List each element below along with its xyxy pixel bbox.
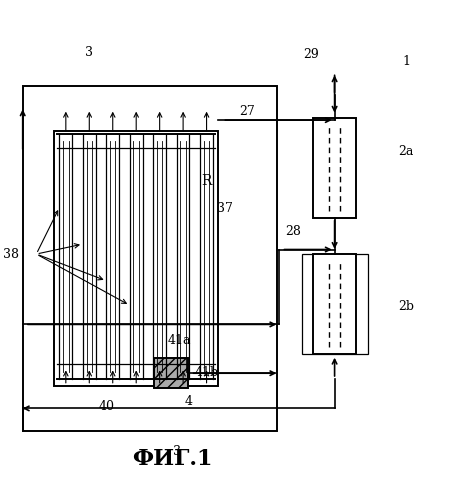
- Text: 37: 37: [217, 202, 232, 215]
- Text: 4: 4: [184, 395, 192, 408]
- Bar: [313, 118, 356, 218]
- Text: 3: 3: [84, 45, 93, 58]
- Bar: [302, 254, 368, 354]
- Bar: [23, 86, 277, 431]
- Text: 2a: 2a: [399, 145, 414, 158]
- Text: 29: 29: [303, 48, 319, 61]
- Text: 27: 27: [240, 104, 255, 118]
- Bar: [313, 254, 356, 354]
- Text: 41a: 41a: [168, 334, 191, 347]
- Text: 1: 1: [402, 54, 410, 67]
- Text: 40: 40: [99, 400, 115, 413]
- Text: 38: 38: [3, 248, 20, 260]
- Bar: [54, 131, 218, 386]
- Bar: [154, 358, 188, 388]
- Text: 41b: 41b: [194, 366, 219, 379]
- Text: 2b: 2b: [398, 300, 415, 313]
- Text: 28: 28: [285, 225, 301, 238]
- Text: 3: 3: [173, 445, 181, 458]
- Text: ФИГ.1: ФИГ.1: [132, 448, 213, 470]
- Text: R: R: [202, 174, 212, 189]
